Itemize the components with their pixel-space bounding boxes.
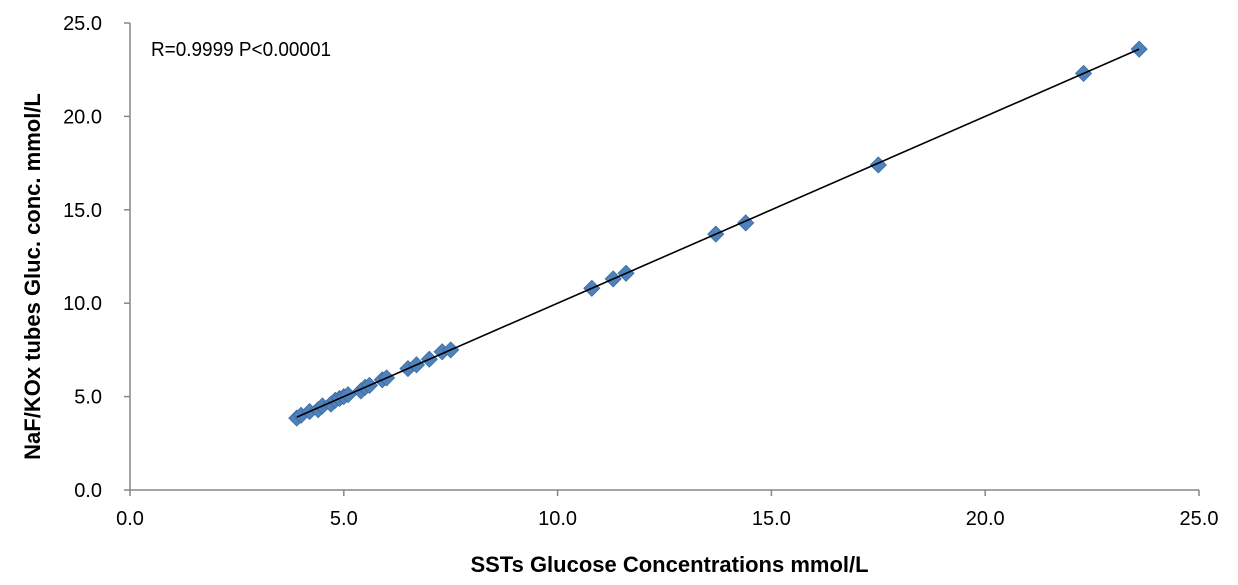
x-tick-label: 5.0 (330, 508, 358, 530)
trendline (296, 48, 1140, 418)
x-tick-label: 20.0 (966, 508, 1005, 530)
x-axis-ticks: 0.0 5.0 10.0 15.0 20.0 25.0 (116, 490, 1218, 530)
stat-annotation: R=0.9999 P<0.00001 (151, 39, 331, 61)
x-tick-label: 10.0 (538, 508, 577, 530)
y-axis-ticks: 0.0 5.0 10.0 15.0 20.0 25.0 (63, 13, 130, 502)
y-tick-label: 10.0 (63, 293, 102, 315)
y-tick-label: 25.0 (63, 13, 102, 35)
x-tick-label: 25.0 (1180, 508, 1219, 530)
x-tick-label: 15.0 (752, 508, 791, 530)
y-tick-label: 5.0 (74, 387, 102, 409)
y-tick-label: 0.0 (74, 480, 102, 502)
y-tick-label: 20.0 (63, 106, 102, 128)
x-tick-label: 0.0 (116, 508, 144, 530)
y-tick-label: 15.0 (63, 200, 102, 222)
y-axis-title: NaF/KOx tubes Gluc. conc. mmol/L (20, 93, 45, 460)
x-axis-title: SSTs Glucose Concentrations mmol/L (470, 552, 868, 577)
